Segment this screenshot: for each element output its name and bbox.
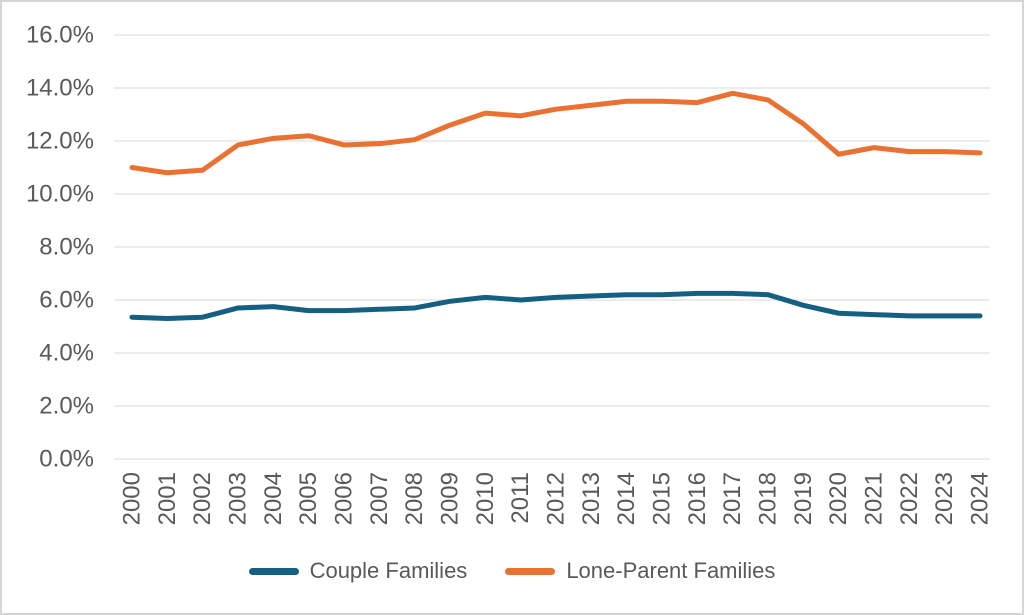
y-axis-tick-label: 8.0% xyxy=(39,234,94,261)
x-axis-tick-label: 2023 xyxy=(931,472,958,525)
x-axis-tick-label: 2020 xyxy=(825,472,852,525)
y-axis-labels-group: 0.0% 2.0% 4.0% 6.0% 8.0% 10.0% 12.0% 14.0% 16.0% xyxy=(26,22,94,473)
legend-item-couple-families: Couple Families xyxy=(248,558,468,584)
x-axis-tick-label: 2003 xyxy=(225,472,252,525)
x-axis-tick-label: 2007 xyxy=(366,472,393,525)
x-axis-tick-label: 2005 xyxy=(295,472,322,525)
gridlines-group xyxy=(114,34,990,460)
x-axis-tick-label: 2001 xyxy=(154,472,181,525)
x-axis-labels-group: 2000 2001 2002 2003 2004 2005 2006 2007 2008 2009… xyxy=(119,472,994,525)
legend-label-lone-parent-families: Lone-Parent Families xyxy=(566,558,776,583)
legend-swatch-couple-families-icon xyxy=(248,567,299,575)
series-lines-group xyxy=(129,90,983,322)
series-line-couple-families xyxy=(129,290,983,322)
x-axis-tick-label: 2008 xyxy=(401,472,428,525)
x-axis-tick-label: 2006 xyxy=(331,472,358,525)
y-axis-tick-label: 10.0% xyxy=(26,181,94,208)
x-axis-tick-label: 2022 xyxy=(896,472,923,525)
x-axis-tick-label: 2010 xyxy=(472,472,499,525)
y-axis-tick-label: 4.0% xyxy=(39,340,94,367)
legend-label-couple-families: Couple Families xyxy=(309,558,468,583)
y-axis-tick-label: 16.0% xyxy=(26,22,94,49)
x-axis-tick-label: 2009 xyxy=(437,472,464,525)
y-axis-tick-label: 14.0% xyxy=(26,75,94,102)
x-axis-tick-label: 2013 xyxy=(578,472,605,525)
x-axis-tick-label: 2000 xyxy=(119,472,146,525)
x-axis-tick-label: 2021 xyxy=(861,472,888,525)
legend-swatch-lone-parent-families-icon xyxy=(505,567,556,575)
series-line-lone-parent-families xyxy=(129,90,983,176)
x-axis-tick-label: 2002 xyxy=(189,472,216,525)
x-axis-tick-label: 2016 xyxy=(684,472,711,525)
y-axis-tick-label: 6.0% xyxy=(39,287,94,314)
x-axis-tick-label: 2004 xyxy=(260,472,287,525)
x-axis-tick-label: 2019 xyxy=(790,472,817,525)
chart-legend: Couple Families Lone-Parent Families xyxy=(2,558,1022,584)
x-axis-tick-label: 2012 xyxy=(543,472,570,525)
legend-item-lone-parent-families: Lone-Parent Families xyxy=(505,558,775,584)
x-axis-tick-label: 2011 xyxy=(507,472,534,524)
x-axis-tick-label: 2015 xyxy=(649,472,676,525)
x-axis-tick-label: 2018 xyxy=(755,472,782,525)
x-axis-tick-label: 2014 xyxy=(613,472,640,525)
y-axis-tick-label: 0.0% xyxy=(39,446,94,473)
y-axis-tick-label: 2.0% xyxy=(39,393,94,420)
x-axis-tick-label: 2024 xyxy=(967,472,994,525)
x-axis-tick-label: 2017 xyxy=(719,472,746,525)
y-axis-tick-label: 12.0% xyxy=(26,128,94,155)
